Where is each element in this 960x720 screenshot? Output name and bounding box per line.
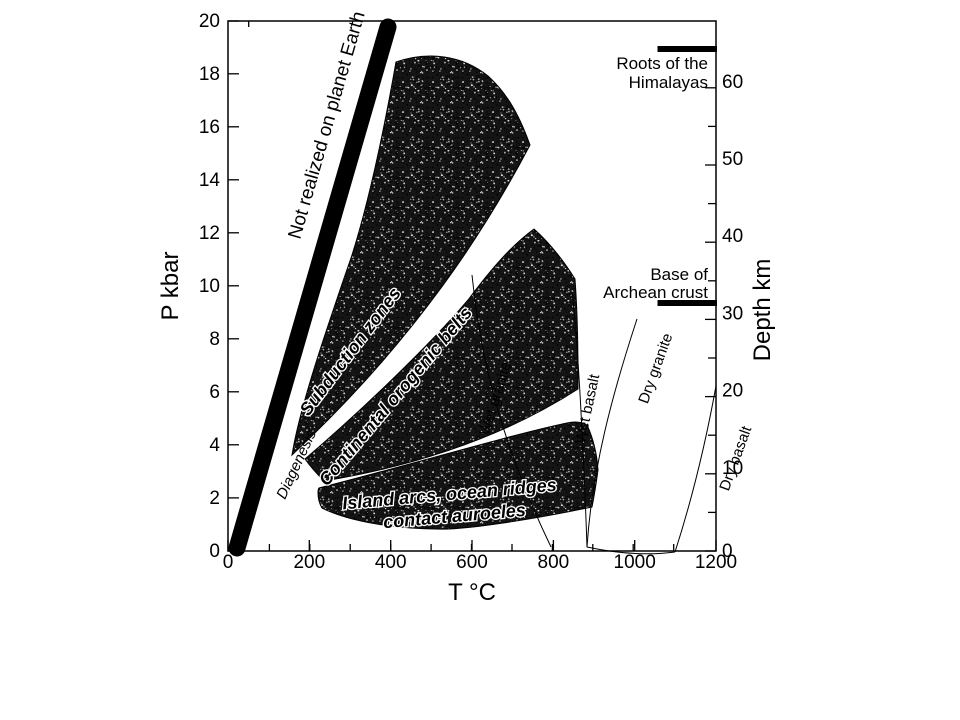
svg-text:10: 10	[199, 276, 220, 297]
svg-text:Depth km: Depth km	[749, 259, 776, 362]
svg-text:Archean crust: Archean crust	[603, 283, 708, 302]
svg-text:Roots of the: Roots of the	[616, 54, 708, 73]
svg-text:Himalayas: Himalayas	[629, 73, 708, 92]
svg-text:800: 800	[538, 552, 570, 573]
svg-text:Dry granite: Dry granite	[635, 331, 676, 406]
svg-text:T °C: T °C	[448, 579, 496, 606]
svg-text:1000: 1000	[614, 552, 656, 573]
svg-text:50: 50	[722, 149, 743, 170]
svg-text:0: 0	[209, 541, 220, 562]
svg-text:30: 30	[722, 303, 743, 324]
svg-text:600: 600	[456, 552, 488, 573]
svg-text:0: 0	[223, 552, 234, 573]
svg-text:12: 12	[199, 223, 220, 244]
svg-text:2: 2	[209, 488, 220, 509]
svg-text:0: 0	[722, 541, 733, 562]
svg-text:200: 200	[293, 552, 325, 573]
svg-text:6: 6	[209, 382, 220, 403]
svg-text:60: 60	[722, 72, 743, 93]
svg-text:20: 20	[199, 11, 220, 32]
svg-text:40: 40	[722, 226, 743, 247]
svg-text:Base of: Base of	[650, 265, 708, 284]
svg-text:4: 4	[209, 435, 220, 456]
svg-text:20: 20	[722, 381, 743, 402]
svg-text:P kbar: P kbar	[157, 252, 184, 321]
svg-text:8: 8	[209, 329, 220, 350]
svg-text:14: 14	[199, 170, 221, 191]
svg-text:18: 18	[199, 64, 220, 85]
svg-text:400: 400	[375, 552, 407, 573]
svg-text:16: 16	[199, 117, 220, 138]
